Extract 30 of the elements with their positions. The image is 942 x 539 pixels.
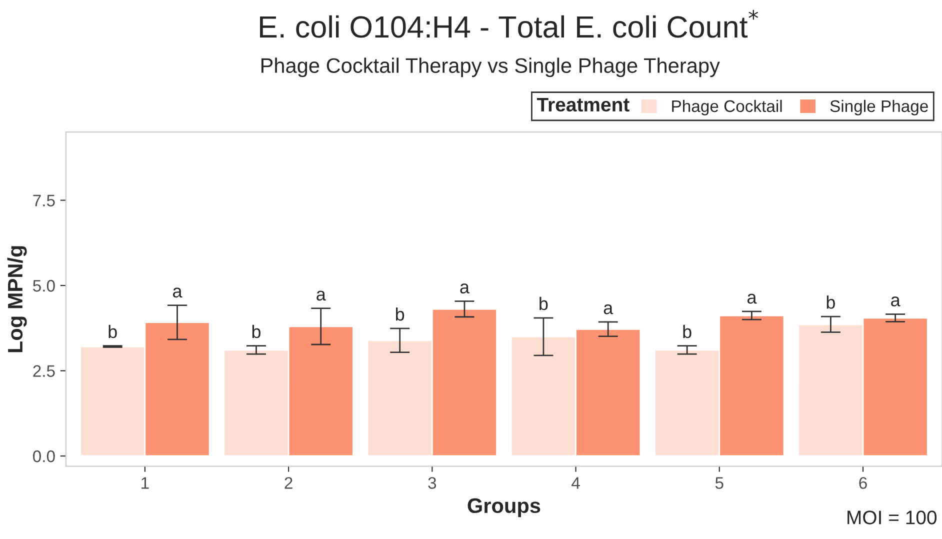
data-label: a [316, 290, 326, 301]
x-tick-label: 4 [572, 477, 580, 489]
y-axis-title: Log MPN/g [7, 246, 27, 352]
data-label: b [396, 307, 404, 321]
data-label: b [540, 296, 548, 310]
y-tick-label: 2.5 [33, 365, 55, 377]
y-tick-label: 7.5 [33, 194, 55, 206]
x-tick-label: 3 [428, 477, 436, 489]
legend-label: Single Phage [830, 100, 928, 116]
data-label: a [891, 296, 900, 306]
data-label: a [604, 304, 614, 314]
data-label: a [172, 288, 182, 298]
text: MOI = 100 [848, 510, 937, 524]
data-label: b [108, 324, 117, 338]
data-label: b [826, 296, 835, 309]
data-label: a [460, 284, 470, 294]
data-label: a [747, 294, 757, 304]
y-tick-label: 0.0 [33, 450, 55, 462]
x-axis-title: Groups [468, 498, 540, 518]
x-tick-label: 2 [284, 477, 292, 489]
legend-title: Treatment [536, 98, 630, 112]
y-tick-label: 5.0 [33, 280, 55, 292]
data-label: b [252, 324, 260, 338]
legend-label: Phage Cocktail [672, 100, 782, 116]
chart-subtitle: Phage Cocktail Therapy vs Single Phage Therapy [261, 58, 720, 78]
data-label: b [683, 324, 692, 338]
x-tick-label: 5 [715, 477, 724, 489]
x-tick-label: 6 [859, 477, 867, 489]
chart-title: E. coli O104:H4 - Total E. coli Count$^{*}$ [260, 10, 758, 38]
x-tick-label: 1 [142, 477, 149, 489]
